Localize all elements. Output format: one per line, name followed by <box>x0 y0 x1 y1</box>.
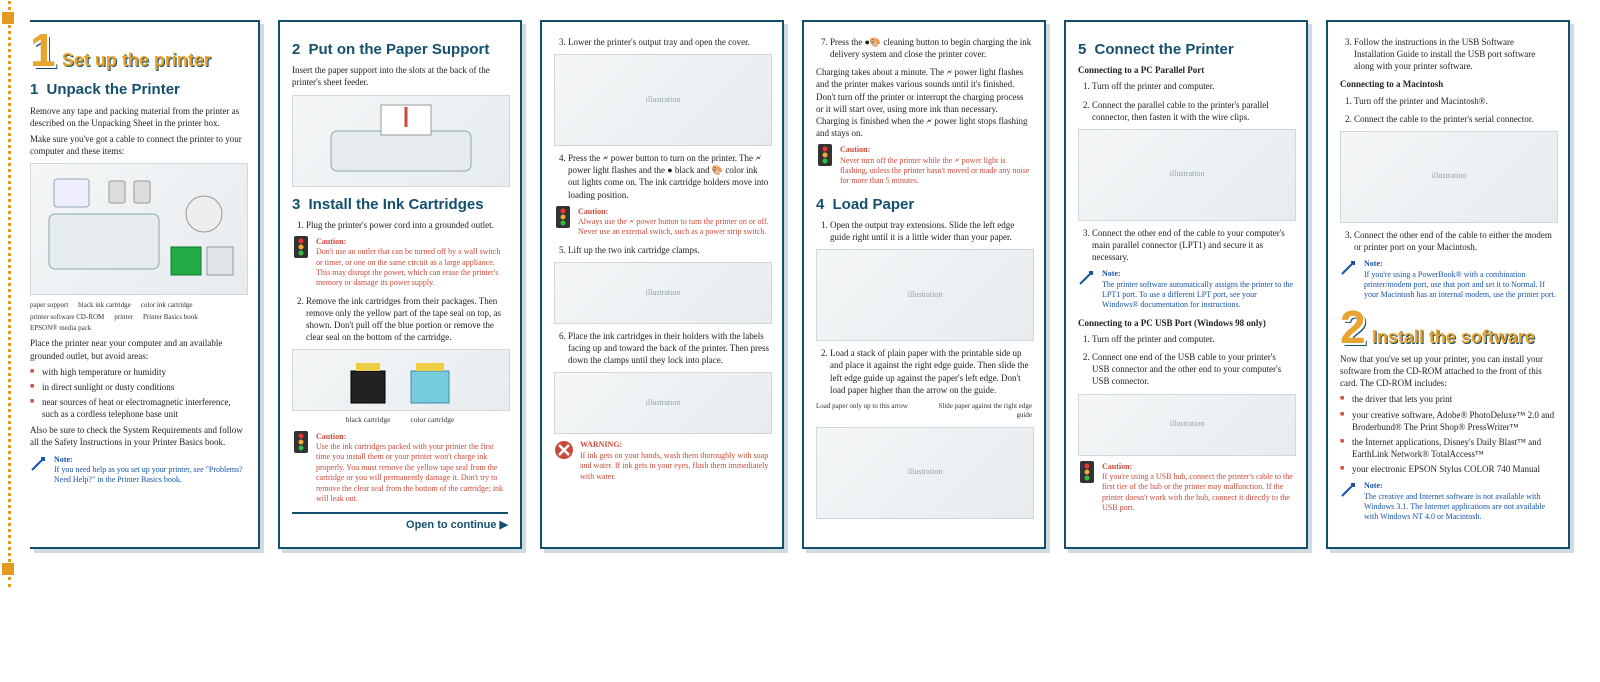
warning-ink: WARNING:If ink gets on your hands, wash … <box>554 440 770 482</box>
safety-p: Also be sure to check the System Require… <box>30 424 246 448</box>
note-icon <box>1340 259 1358 279</box>
paper-support-p: Insert the paper support into the slots … <box>292 64 508 88</box>
heading-load-paper: 4 Load Paper <box>816 195 1032 215</box>
step-remove-cartridges: Remove the ink cartridges from their pac… <box>306 295 508 344</box>
figure-parallel: illustration <box>1078 129 1296 221</box>
panel-5: 5 Connect the Printer Connecting to a PC… <box>1064 20 1308 549</box>
list-item: the Internet applications, Disney's Dail… <box>1340 436 1556 460</box>
list-item: with high temperature or humidity <box>30 366 246 378</box>
list-item: your creative software, Adobe® PhotoDelu… <box>1340 409 1556 433</box>
placement-intro: Place the printer near your computer and… <box>30 337 246 361</box>
step2-number: 2 <box>1340 309 1366 346</box>
step1-number: 1 <box>30 32 56 69</box>
sub-mac: Connecting to a Macintosh <box>1340 78 1556 90</box>
step2-header: 2 Install the software <box>1340 309 1556 349</box>
charging-para: Charging takes about a minute. The 🗲 pow… <box>816 66 1032 139</box>
figure-mac-serial: illustration <box>1340 131 1558 223</box>
step-lower-tray: Lower the printer's output tray and open… <box>568 36 770 48</box>
step-plug: Plug the printer's power cord into a gro… <box>306 219 508 231</box>
mac-step-2: Connect the cable to the printer's seria… <box>1354 113 1556 125</box>
install-ink-steps: Plug the printer's power cord into a gro… <box>306 219 508 231</box>
note-icon <box>1078 269 1096 289</box>
paper-captions: Load paper only up to this arrow Slide p… <box>816 402 1032 421</box>
note-icon <box>1340 481 1358 501</box>
note-help: Note:If you need help as you set up your… <box>30 455 246 486</box>
panel-row: 1 Set up the printer 1 Unpack the Printe… <box>30 20 1570 549</box>
step-cleaning-button: Press the ●🎨 cleaning button to begin ch… <box>830 36 1032 60</box>
note-powerbook: Note:If you're using a PowerBook® with a… <box>1340 259 1556 301</box>
list-item: the driver that lets you print <box>1340 393 1556 405</box>
cartridge-captions: black cartridge color cartridge <box>292 415 508 425</box>
figure-cartridges <box>292 349 510 411</box>
caution-outlet: Caution:Don't use an outlet that can be … <box>292 237 508 289</box>
traffic-light-icon <box>816 145 834 165</box>
unpack-p1: Remove any tape and packing material fro… <box>30 105 246 129</box>
sub-parallel: Connecting to a PC Parallel Port <box>1078 64 1294 76</box>
heading-connect-printer: 5 Connect the Printer <box>1078 40 1294 60</box>
step-lift-clamps: Lift up the two ink cartridge clamps. <box>568 244 770 256</box>
install-sw-p: Now that you've set up your printer, you… <box>1340 353 1556 389</box>
heading-unpack: 1 Unpack the Printer <box>30 80 246 100</box>
step-load-stack: Load a stack of plain paper with the pri… <box>830 347 1032 396</box>
caution-usb-hub: Caution:If you're using a USB hub, conne… <box>1078 462 1294 514</box>
panel-4: Press the ●🎨 cleaning button to begin ch… <box>802 20 1046 549</box>
traffic-light-icon <box>554 207 572 227</box>
caution-cartridge-seal: Caution:Use the ink cartridges packed wi… <box>292 432 508 505</box>
figure-usb: illustration <box>1078 394 1296 456</box>
parallel-step-1: Turn off the printer and computer. <box>1092 80 1294 92</box>
note-availability: Note:The creative and Internet software … <box>1340 481 1556 523</box>
panel-3: Lower the printer's output tray and open… <box>540 20 784 549</box>
usb-step-2: Connect one end of the USB cable to your… <box>1092 351 1294 387</box>
note-icon <box>30 455 48 475</box>
list-item: near sources of heat or electromagnetic … <box>30 396 246 420</box>
open-to-continue: Open to continue ▶ <box>292 512 508 533</box>
mac-step-3: Connect the other end of the cable to ei… <box>1354 229 1556 253</box>
panel-1: 1 Set up the printer 1 Unpack the Printe… <box>30 20 260 549</box>
heading-paper-support: 2 Put on the Paper Support <box>292 40 508 60</box>
figure-clamps: illustration <box>554 262 772 324</box>
figure-box-contents <box>30 163 248 295</box>
figure-load-paper: illustration <box>816 427 1034 519</box>
step1-header: 1 Set up the printer <box>30 32 246 72</box>
figure-printer-tray: illustration <box>816 249 1034 341</box>
mac-step-1: Turn off the printer and Macintosh®. <box>1354 95 1556 107</box>
caution-charging: Caution:Never turn off the printer while… <box>816 145 1032 187</box>
traffic-light-icon <box>292 432 310 452</box>
contents-labels: paper support black ink cartridge color … <box>30 301 246 333</box>
list-item: in direct sunlight or dusty conditions <box>30 381 246 393</box>
note-lpt1: Note:The printer software automatically … <box>1078 269 1294 311</box>
caution-power-button: Caution:Always use the 🗲 power button to… <box>554 207 770 238</box>
traffic-light-icon <box>292 237 310 257</box>
step-place-cartridges: Place the ink cartridges in their holder… <box>568 330 770 366</box>
list-item: your electronic EPSON Stylus COLOR 740 M… <box>1340 463 1556 475</box>
panel-6: Follow the instructions in the USB Softw… <box>1326 20 1570 549</box>
heading-install-ink: 3 Install the Ink Cartridges <box>292 195 508 215</box>
panel-2: 2 Put on the Paper Support Insert the pa… <box>278 20 522 549</box>
unpack-p2: Make sure you've got a cable to connect … <box>30 133 246 157</box>
avoid-list: with high temperature or humidity in dir… <box>30 366 246 421</box>
warning-icon <box>554 440 574 460</box>
sub-usb: Connecting to a PC USB Port (Windows 98 … <box>1078 317 1294 329</box>
figure-open-cover: illustration <box>554 54 772 146</box>
figure-paper-support <box>292 95 510 187</box>
usb-step-3: Follow the instructions in the USB Softw… <box>1354 36 1556 72</box>
parallel-step-2: Connect the parallel cable to the printe… <box>1092 99 1294 123</box>
step-open-tray: Open the output tray extensions. Slide t… <box>830 219 1032 243</box>
parallel-step-3: Connect the other end of the cable to yo… <box>1092 227 1294 263</box>
step-power-on: Press the 🗲 power button to turn on the … <box>568 152 770 201</box>
figure-place-cartridges: illustration <box>554 372 772 434</box>
step2-title: Install the software <box>1372 325 1535 349</box>
step1-title: Set up the printer <box>62 48 211 72</box>
usb-step-1: Turn off the printer and computer. <box>1092 333 1294 345</box>
traffic-light-icon <box>1078 462 1096 482</box>
cd-contents-list: the driver that lets you print your crea… <box>1340 393 1556 475</box>
